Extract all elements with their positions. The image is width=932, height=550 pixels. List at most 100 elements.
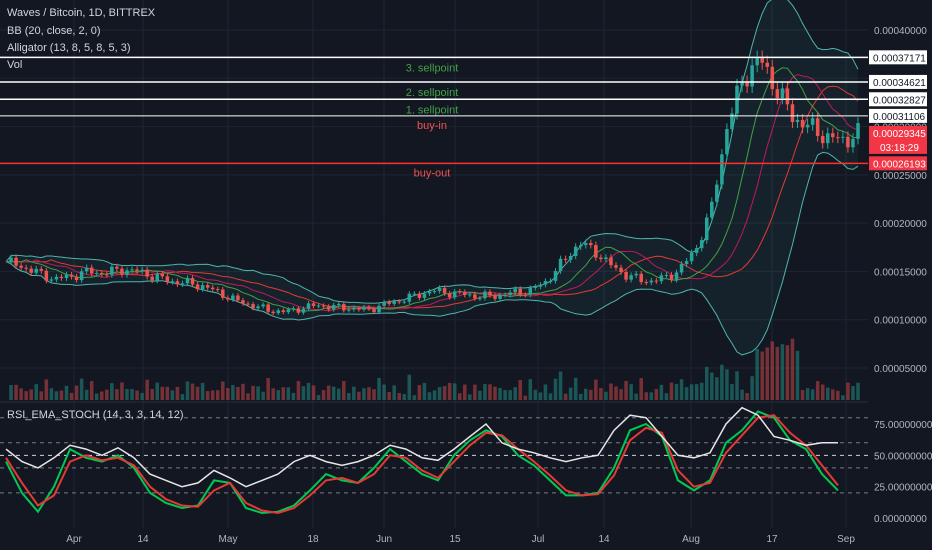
- candle-body: [352, 307, 356, 310]
- candle-body: [548, 280, 553, 282]
- candle-body: [493, 295, 497, 299]
- volume-bar: [155, 382, 160, 400]
- volume-bar: [246, 393, 250, 400]
- volume-bar: [684, 387, 689, 400]
- candle-body: [447, 293, 452, 298]
- candle-body: [407, 293, 412, 302]
- volume-bar: [29, 389, 33, 400]
- volume-bar: [498, 387, 502, 400]
- candle-body: [841, 136, 845, 138]
- volume-bar: [599, 388, 603, 400]
- price-tag: [869, 74, 927, 89]
- price-axis: 0.000400000.000350000.000300000.00025000…: [869, 26, 927, 375]
- candle-body: [402, 301, 407, 303]
- volume-bar: [251, 385, 255, 400]
- volume-bar: [336, 388, 341, 400]
- candle-body: [84, 267, 89, 272]
- volume-bar: [745, 392, 749, 400]
- candle-body: [397, 301, 401, 303]
- volume-bar: [44, 379, 49, 400]
- volume-bar: [372, 389, 376, 400]
- volume-bar: [720, 364, 724, 400]
- candle-body: [805, 124, 810, 128]
- candle-body: [69, 274, 74, 277]
- volume-bar: [800, 390, 805, 400]
- price-tag: [869, 108, 927, 123]
- price-tick-label: 0.00025000: [874, 171, 927, 182]
- candle-body: [795, 119, 800, 123]
- volume-bar: [604, 391, 608, 400]
- candle-body: [9, 257, 13, 262]
- candle-body: [775, 89, 780, 98]
- volume-bar: [533, 389, 538, 400]
- volume-bar: [750, 376, 754, 400]
- candle-body: [331, 305, 336, 310]
- candle-body: [599, 257, 603, 260]
- candle-body: [589, 243, 593, 246]
- volume-bar: [291, 392, 296, 400]
- candle-body: [347, 309, 351, 311]
- candle-body: [473, 294, 477, 299]
- candle-body: [377, 305, 381, 313]
- candle-body: [609, 257, 613, 266]
- volume-bar: [457, 393, 462, 400]
- candle-body: [831, 133, 835, 138]
- volume-bar: [795, 350, 800, 400]
- candle-body: [765, 62, 770, 67]
- candle-body: [145, 269, 149, 277]
- candle-body: [725, 129, 729, 155]
- candle-body: [649, 280, 654, 283]
- time-tick-label: 18: [307, 534, 319, 545]
- volume-bar: [836, 390, 840, 400]
- candle-body: [745, 82, 749, 87]
- candle-body: [296, 308, 301, 313]
- candle-body: [195, 284, 200, 290]
- last-price-tag: [869, 125, 927, 154]
- candle-body: [513, 288, 517, 293]
- volume-bar: [710, 372, 714, 400]
- candle-body: [538, 284, 543, 287]
- candle-body: [755, 57, 759, 66]
- volume-bar: [34, 384, 39, 400]
- volume-bar: [629, 384, 633, 400]
- price-tick-label: 0.00040000: [874, 26, 927, 37]
- legend-bb: BB (20, close, 2, 0): [7, 25, 101, 37]
- candle-body: [543, 281, 548, 285]
- volume-bar: [417, 385, 422, 400]
- candle-body: [326, 306, 331, 310]
- volume-bar: [150, 388, 154, 400]
- volume-bar: [730, 384, 734, 400]
- candle-body: [432, 291, 437, 293]
- volume-bar: [221, 381, 225, 400]
- candle-body: [836, 137, 840, 139]
- candle-body: [301, 308, 306, 313]
- candle-body: [523, 294, 528, 296]
- volume-bar: [775, 346, 780, 400]
- osc-tick-label: 25.00000000: [874, 483, 932, 494]
- volume-bar: [483, 383, 487, 400]
- volume-bar: [841, 395, 845, 400]
- volume-bar: [94, 393, 99, 400]
- volume-bar: [437, 387, 442, 400]
- volume-bar: [699, 382, 704, 400]
- candle-body: [583, 243, 588, 246]
- time-tick-label: Sep: [837, 534, 855, 545]
- candle-body: [367, 307, 371, 309]
- volume-bar: [639, 378, 643, 400]
- volume-bar: [528, 379, 533, 400]
- candle-body: [271, 311, 275, 314]
- candle-body: [261, 304, 265, 307]
- candle-body: [39, 268, 44, 271]
- candle-body: [392, 301, 396, 304]
- volume-bar: [296, 381, 301, 400]
- candle-body: [89, 267, 94, 274]
- volume-bar: [14, 384, 18, 400]
- candle-body: [498, 295, 502, 299]
- candle-body: [185, 278, 190, 284]
- volume-bar: [9, 385, 13, 400]
- candle-body: [820, 135, 825, 144]
- volume-bar: [765, 347, 770, 400]
- volume-bar: [624, 380, 628, 400]
- candle-body: [256, 306, 260, 309]
